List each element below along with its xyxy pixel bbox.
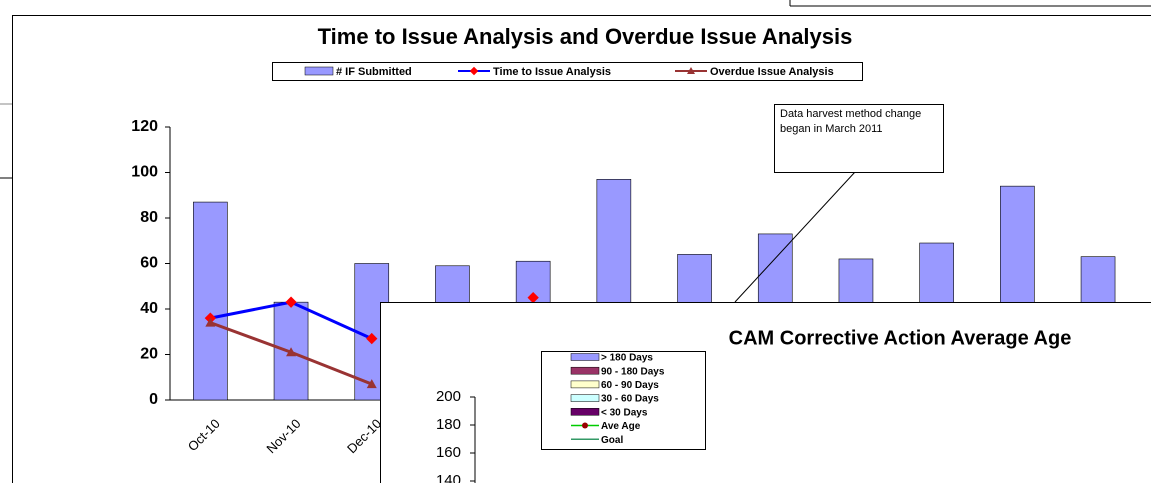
point	[366, 379, 377, 389]
y-tick-label: 120	[131, 118, 158, 135]
y-tick-label: 140	[436, 472, 461, 483]
legend-swatch	[570, 380, 600, 389]
legend-label: Overdue Issue Analysis	[710, 66, 834, 78]
background-fragments	[0, 0, 1151, 179]
y-tick-label: 180	[436, 416, 461, 433]
legend-marker	[469, 66, 479, 76]
legend-swatch	[570, 394, 600, 402]
legend-swatch	[570, 353, 600, 361]
legend-label: 30 - 60 Days	[601, 394, 659, 405]
point	[286, 347, 297, 357]
legend-swatch	[304, 66, 334, 76]
chart-frame	[380, 302, 1151, 483]
annotation-box	[774, 104, 944, 173]
chart-title: Time to Issue Analysis and Overdue Issue…	[318, 24, 853, 49]
legend-label: # IF Submitted	[336, 66, 412, 78]
point	[366, 332, 378, 345]
y-tick-label: 60	[140, 255, 158, 272]
legend-label: > 180 Days	[601, 353, 653, 364]
legend-label: Time to Issue Analysis	[493, 66, 611, 78]
annotation: Data harvest method change began in Marc…	[780, 108, 922, 135]
legend-label: Ave Age	[601, 421, 641, 432]
chart-title: CAM Corrective Action Average Age	[729, 327, 1072, 349]
legend-label: Goal	[601, 435, 623, 446]
y-tick-label: 80	[140, 209, 158, 226]
chart-2: CAM Corrective Action Average Age 140 160 1…	[380, 302, 1151, 483]
y-tick-label: 200	[436, 388, 461, 405]
legend-swatch	[570, 408, 600, 416]
y-tick-label: 160	[436, 444, 461, 461]
legend-box	[272, 62, 863, 81]
y-tick-label: 100	[131, 164, 158, 181]
y-tick-label: 40	[140, 300, 158, 317]
bar	[193, 201, 228, 401]
legend-box	[541, 351, 706, 450]
annotation-leader	[734, 171, 856, 303]
annotation-text: Data harvest method change began in Marc…	[780, 108, 922, 135]
y-tick-label: 20	[140, 346, 158, 363]
legend-label: 90 - 180 Days	[601, 366, 665, 377]
legend-label: 60 - 90 Days	[601, 380, 659, 391]
y-tick-label: 0	[149, 391, 158, 408]
point	[205, 317, 216, 327]
point	[285, 296, 297, 308]
point	[527, 291, 539, 304]
legend-swatch	[570, 366, 600, 375]
legend-marker	[582, 422, 588, 429]
legend-label: < 30 Days	[601, 407, 648, 418]
legend-marker	[687, 67, 695, 74]
